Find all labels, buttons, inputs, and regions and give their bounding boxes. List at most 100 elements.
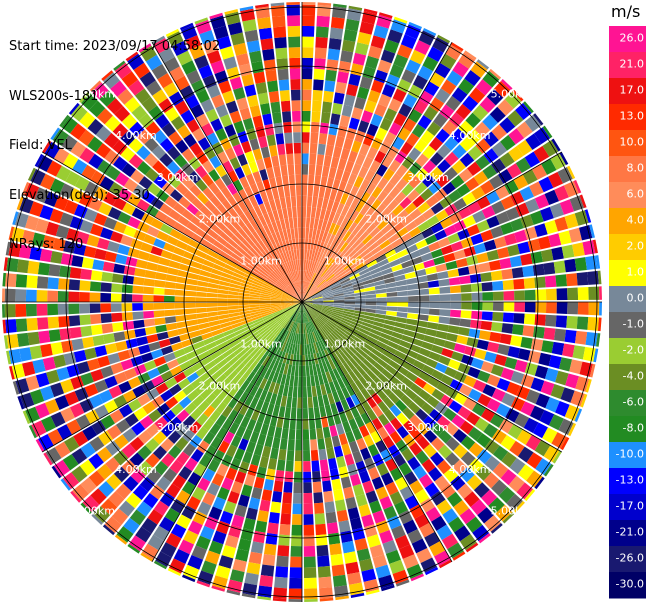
velocity-gate	[370, 430, 382, 444]
velocity-gate	[150, 218, 164, 230]
velocity-gate	[437, 237, 451, 248]
velocity-gate	[323, 90, 334, 103]
velocity-gate	[307, 271, 312, 282]
velocity-gate	[145, 438, 160, 453]
velocity-gate	[426, 395, 440, 408]
velocity-gate	[15, 274, 28, 288]
velocity-gate	[308, 332, 313, 344]
velocity-gate	[137, 393, 151, 407]
velocity-gate	[234, 362, 246, 374]
velocity-gate	[278, 265, 286, 276]
velocity-gate	[100, 303, 112, 313]
velocity-gate	[297, 323, 300, 334]
velocity-gate	[208, 182, 221, 195]
velocity-gate	[563, 181, 579, 198]
velocity-gate	[294, 311, 299, 323]
velocity-gate	[268, 381, 276, 393]
velocity-gate	[255, 125, 266, 138]
velocity-gate	[127, 193, 141, 207]
velocity-gate	[313, 218, 320, 230]
velocity-gate	[447, 325, 460, 334]
velocity-gate	[463, 375, 477, 388]
velocity-gate	[198, 64, 213, 79]
velocity-gate	[275, 338, 283, 350]
velocity-gate	[299, 302, 302, 313]
velocity-gate	[361, 11, 377, 25]
velocity-gate	[259, 305, 271, 309]
velocity-gate	[369, 160, 381, 173]
velocity-gate	[300, 270, 302, 281]
velocity-gate	[561, 244, 575, 259]
velocity-gate	[263, 213, 271, 225]
velocity-gate	[206, 84, 221, 99]
velocity-gate	[188, 156, 202, 170]
velocity-gate	[451, 414, 466, 428]
velocity-gate	[286, 4, 300, 16]
velocity-gate	[283, 319, 291, 329]
velocity-gate	[182, 415, 196, 429]
header-info: Start time: 2023/09/17 04:58:02 WLS200s-…	[9, 6, 220, 270]
colorbar-tick-label: -4.0	[623, 370, 644, 383]
velocity-gate	[68, 303, 80, 315]
velocity-gate	[140, 552, 154, 562]
velocity-gate	[376, 302, 387, 306]
velocity-gate	[443, 467, 459, 483]
velocity-gate	[334, 355, 343, 367]
velocity-gate	[278, 534, 290, 546]
velocity-gate	[256, 158, 266, 171]
velocity-gate	[325, 336, 334, 347]
velocity-gate	[370, 79, 385, 94]
velocity-gate	[458, 326, 470, 337]
velocity-gate	[224, 147, 237, 161]
velocity-gate	[248, 551, 263, 565]
velocity-gate	[340, 317, 352, 324]
velocity-gate	[363, 315, 375, 321]
velocity-gate	[423, 106, 438, 121]
velocity-gate	[183, 190, 197, 203]
velocity-gate	[315, 330, 322, 341]
velocity-gate	[491, 388, 506, 402]
velocity-gate	[568, 227, 583, 243]
velocity-gate	[255, 228, 265, 240]
velocity-gate	[117, 350, 131, 362]
velocity-gate	[522, 101, 534, 114]
velocity-gate	[372, 510, 386, 524]
velocity-gate	[268, 90, 280, 103]
velocity-gate	[146, 225, 160, 238]
velocity-gate	[375, 293, 387, 298]
velocity-gate	[84, 181, 99, 196]
velocity-gate	[120, 234, 133, 247]
velocity-gate	[223, 211, 235, 224]
velocity-gate	[450, 42, 464, 52]
velocity-gate	[223, 56, 238, 70]
velocity-gate	[480, 320, 493, 331]
velocity-gate	[419, 522, 435, 538]
velocity-gate	[353, 258, 365, 267]
velocity-gate	[238, 305, 250, 309]
velocity-gate	[271, 491, 283, 503]
velocity-gate	[352, 315, 364, 322]
velocity-gate	[307, 310, 315, 320]
velocity-gate	[216, 358, 228, 369]
velocity-gate	[302, 408, 309, 419]
velocity-gate	[472, 379, 487, 393]
velocity-gate	[424, 482, 440, 498]
velocity-gate	[167, 430, 182, 445]
velocity-gate	[117, 88, 134, 105]
velocity-gate	[358, 230, 370, 242]
velocity-gate	[78, 192, 94, 207]
velocity-gate	[19, 347, 32, 362]
velocity-gate	[243, 517, 256, 531]
velocity-gate	[5, 241, 11, 256]
velocity-gate	[393, 54, 409, 69]
velocity-gate	[468, 328, 481, 339]
velocity-gate	[92, 259, 105, 271]
velocity-gate	[320, 384, 327, 396]
velocity-gate	[359, 178, 371, 192]
velocity-gate	[210, 60, 225, 74]
velocity-gate	[369, 226, 381, 238]
velocity-gate	[426, 215, 440, 227]
velocity-gate	[282, 207, 289, 219]
velocity-gate	[212, 240, 225, 250]
velocity-gate	[302, 397, 308, 409]
